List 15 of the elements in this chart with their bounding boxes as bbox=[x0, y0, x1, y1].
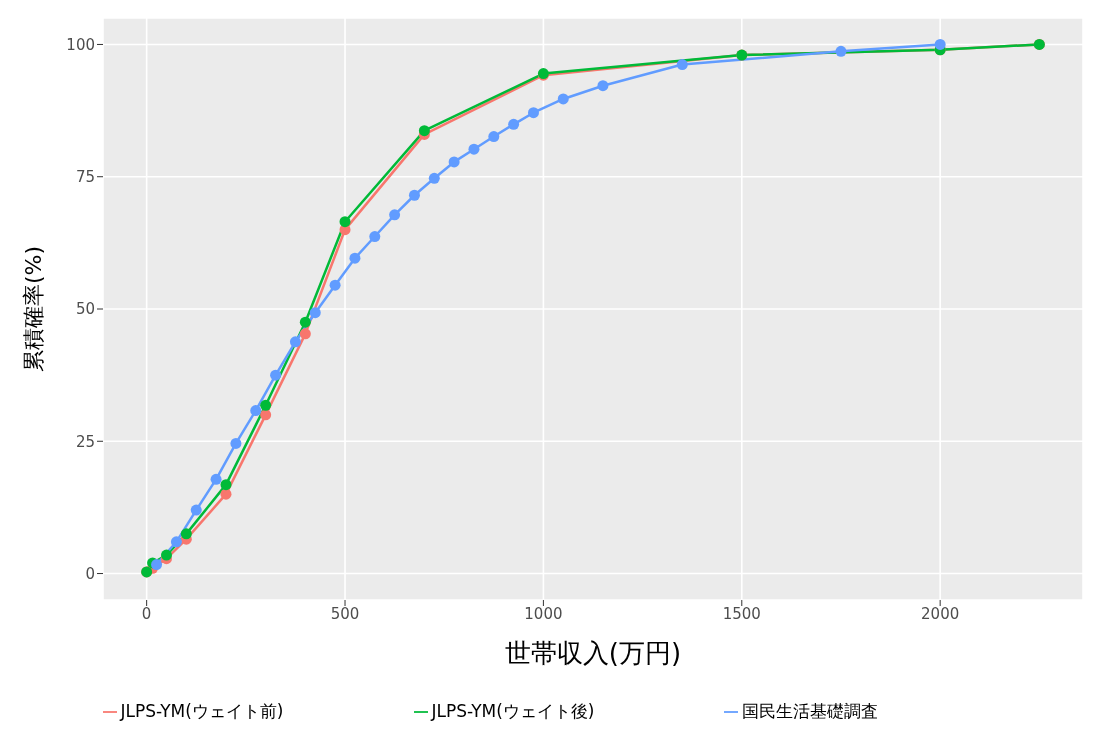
y-tick-label: 50 bbox=[75, 300, 95, 319]
x-tick-label: 1500 bbox=[722, 604, 761, 623]
y-tick-label: 25 bbox=[75, 432, 95, 451]
legend-label: JLPS-YM(ウェイト後) bbox=[431, 701, 595, 721]
legend-label: 国民生活基礎調査 bbox=[742, 701, 879, 721]
legend-label: JLPS-YM(ウェイト前) bbox=[120, 701, 284, 721]
x-tick-label: 500 bbox=[330, 604, 360, 623]
y-tick-label: 100 bbox=[66, 35, 95, 54]
y-tick-label: 0 bbox=[85, 564, 95, 583]
x-tick-label: 2000 bbox=[921, 604, 960, 623]
x-tick-label: 0 bbox=[141, 604, 152, 623]
x-tick-label: 1000 bbox=[524, 604, 563, 623]
y-tick-label: 75 bbox=[75, 168, 95, 187]
x-axis-title: 世帯収入(万円) bbox=[504, 638, 682, 668]
y-axis-title: 累積確率(%) bbox=[20, 245, 46, 373]
